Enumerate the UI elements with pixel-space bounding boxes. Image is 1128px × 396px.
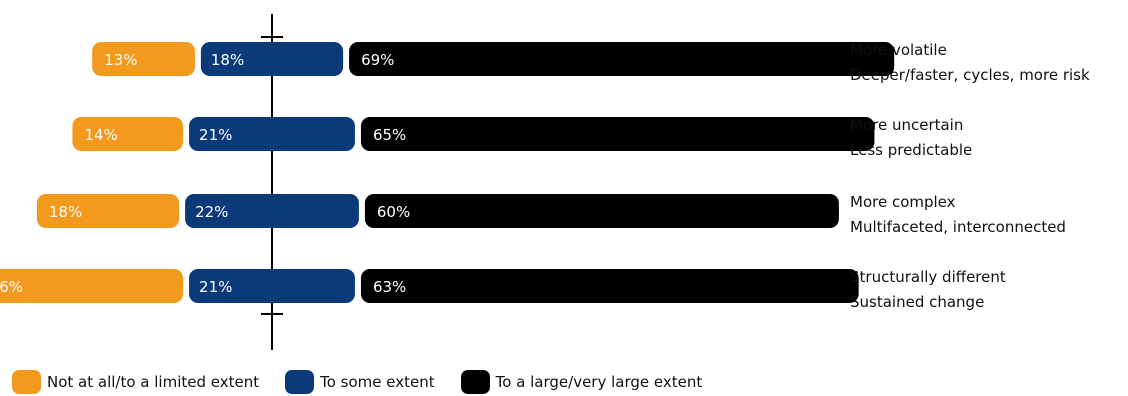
bar-some-3 — [189, 269, 355, 303]
bar-label-some-3: 21% — [199, 278, 232, 296]
category-subtitle-2: Multifaceted, interconnected — [850, 218, 1066, 236]
bar-label-limited-0: 13% — [104, 51, 137, 69]
bar-label-limited-2: 18% — [49, 203, 82, 221]
bar-limited-0 — [92, 42, 195, 76]
category-title-0: More volatile — [850, 41, 947, 59]
bar-label-some-1: 21% — [199, 126, 232, 144]
category-subtitle-1: Less predictable — [850, 141, 972, 159]
category-title-1: More uncertain — [850, 116, 963, 134]
legend-label-large: To a large/very large extent — [495, 373, 703, 391]
bar-label-large-2: 60% — [377, 203, 410, 221]
bar-label-limited-1: 14% — [84, 126, 117, 144]
legend-swatch-some — [285, 370, 315, 394]
bar-label-large-0: 69% — [361, 51, 394, 69]
legend-label-limited: Not at all/to a limited extent — [47, 373, 260, 391]
legend-swatch-limited — [12, 370, 41, 394]
category-title-2: More complex — [850, 193, 956, 211]
bar-limited-2 — [36, 194, 180, 228]
bar-label-large-1: 65% — [373, 126, 406, 144]
legend-item-large: To a large/very large extent — [460, 370, 703, 394]
bar-large-3 — [360, 269, 859, 303]
legend-item-some: To some extent — [285, 370, 435, 394]
bar-limited-1 — [72, 117, 184, 151]
bar-label-some-2: 22% — [195, 203, 228, 221]
category-subtitle-3: Sustained change — [850, 293, 984, 311]
legend-label-some: To some extent — [320, 373, 435, 391]
bar-large-0 — [349, 42, 895, 76]
bar-some-0 — [200, 42, 344, 76]
legend-item-limited: Not at all/to a limited extent — [12, 370, 259, 394]
category-title-3: Structurally different — [850, 268, 1006, 286]
diverging-bar-chart: 13% 18% 69% More volatile Deeper/faster, cyc… — [0, 14, 1090, 350]
legend: Not at all/to a limited extent To some e… — [12, 370, 728, 394]
bar-some-1 — [189, 117, 355, 151]
bar-limited-3 — [0, 269, 184, 303]
bar-label-large-3: 63% — [373, 278, 406, 296]
bar-label-limited-3: 26% — [0, 278, 23, 296]
legend-swatch-large — [460, 370, 490, 394]
bar-large-2 — [364, 194, 839, 228]
bar-large-1 — [360, 117, 875, 151]
bar-some-2 — [185, 194, 359, 228]
category-subtitle-0: Deeper/faster, cycles, more risk — [850, 66, 1090, 84]
bar-label-some-0: 18% — [211, 51, 244, 69]
